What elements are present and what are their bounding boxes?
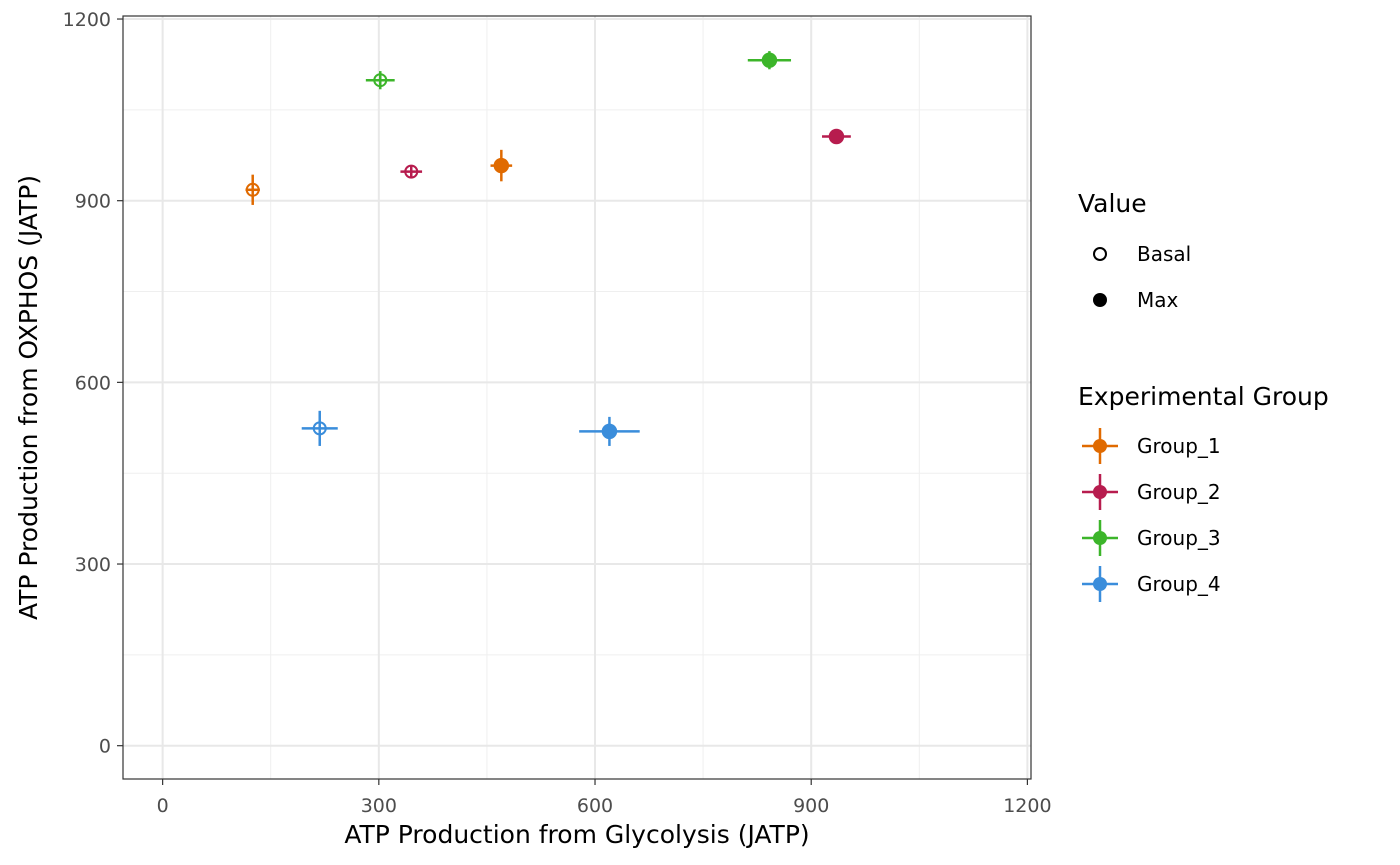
x-tick-label: 0 xyxy=(157,795,169,817)
y-tick-label: 1200 xyxy=(63,9,111,31)
data-point-group-2-basal xyxy=(400,164,423,179)
legend-item-group-2: Group_2 xyxy=(1082,474,1221,510)
legend-key-dot xyxy=(1093,439,1107,453)
x-tick-label: 900 xyxy=(793,795,829,817)
legend-title-experimental-group: Experimental Group xyxy=(1078,382,1329,411)
y-tick-label: 300 xyxy=(75,554,111,576)
x-tick-label: 600 xyxy=(577,795,613,817)
legend-item-group-4: Group_4 xyxy=(1082,566,1221,602)
point-marker-filled xyxy=(761,52,778,68)
y-axis-title: ATP Production from OXPHOS (JATP) xyxy=(14,175,43,620)
legend-key-filled-circle xyxy=(1093,293,1107,307)
axis-tick-labels: 0 300 600 900 1200 0 300 600 900 1200 xyxy=(63,9,1052,817)
data-point-group-3-max xyxy=(747,51,792,70)
legend-label: Group_1 xyxy=(1137,434,1221,458)
axis-ticks xyxy=(117,18,1028,785)
y-tick-label: 900 xyxy=(75,191,111,213)
legend-label: Group_2 xyxy=(1137,480,1221,504)
legend-title-value: Value xyxy=(1078,189,1147,218)
legend-item-group-3: Group_3 xyxy=(1082,520,1221,556)
legend-label: Group_3 xyxy=(1137,526,1221,550)
legend-key-dot xyxy=(1093,485,1107,499)
data-point-group-4-basal xyxy=(301,410,338,446)
legend-item-max: Max xyxy=(1093,288,1179,312)
data-point-group-1-basal xyxy=(245,174,260,205)
x-tick-label: 300 xyxy=(361,795,397,817)
point-marker-open xyxy=(373,73,388,88)
legend-item-basal: Basal xyxy=(1093,242,1191,266)
x-tick-label: 1200 xyxy=(1003,795,1051,817)
data-point-group-4-max xyxy=(579,416,640,446)
legend-label: Max xyxy=(1137,288,1179,312)
legend-key-open-circle xyxy=(1093,247,1107,261)
grid-minor xyxy=(123,16,1031,779)
point-marker-open xyxy=(404,164,419,179)
legend: Value Basal Max Experimental Group Group_… xyxy=(1078,189,1329,602)
y-tick-label: 0 xyxy=(99,736,111,758)
y-tick-label: 600 xyxy=(75,372,111,394)
legend-value-items: Basal Max xyxy=(1093,242,1191,312)
data-points xyxy=(245,51,851,446)
point-marker-filled xyxy=(601,423,618,440)
legend-group-items: Group_1 Group_2 Group_3 Group_4 xyxy=(1082,428,1221,602)
point-marker-filled xyxy=(493,157,510,174)
data-point-group-3-basal xyxy=(365,71,395,90)
point-marker-open xyxy=(245,182,260,197)
point-marker-filled xyxy=(828,128,845,145)
legend-key-dot xyxy=(1093,531,1107,545)
legend-key-dot xyxy=(1093,577,1107,591)
legend-label: Basal xyxy=(1137,242,1191,266)
panel-border xyxy=(122,15,1032,780)
data-point-group-1-max xyxy=(490,149,513,182)
data-point-group-2-max xyxy=(822,128,851,145)
point-marker-open xyxy=(312,421,327,436)
legend-label: Group_4 xyxy=(1137,572,1221,596)
legend-item-group-1: Group_1 xyxy=(1082,428,1221,464)
grid-major xyxy=(123,16,1031,779)
x-axis-title: ATP Production from Glycolysis (JATP) xyxy=(344,820,809,849)
